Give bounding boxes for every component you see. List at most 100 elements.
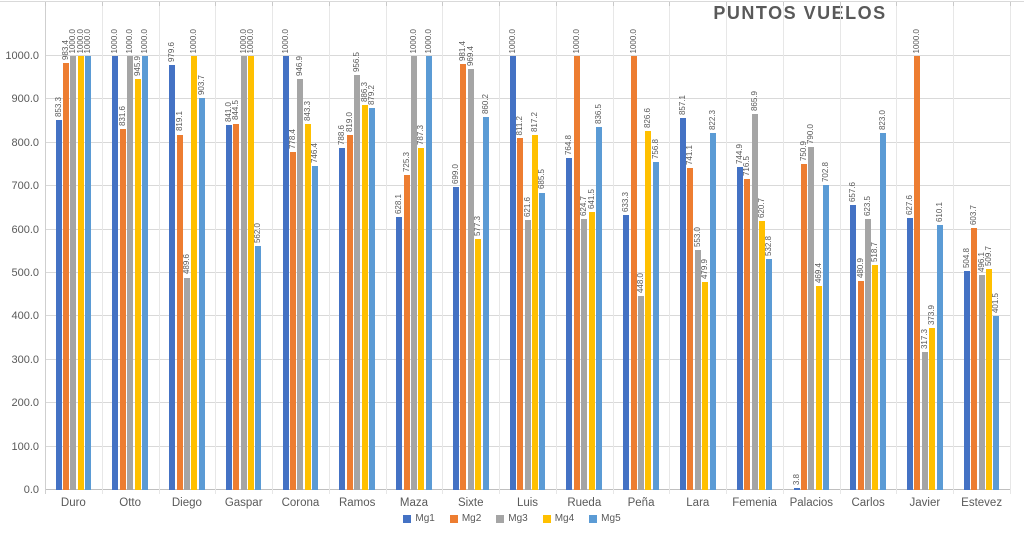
legend-label: Mg2: [461, 513, 482, 524]
bar-value-label: 979.6: [167, 41, 177, 62]
bar-value-label: 945.9: [132, 56, 142, 77]
bar-mg3-ramos: 956.5: [352, 52, 361, 490]
bar-mg1-diego: 979.6: [167, 42, 176, 490]
bar-value-label: 3.8: [791, 474, 801, 486]
bar-group-rueda: 764.8 1000.0 624.7 641.5 836.5: [556, 29, 613, 490]
bar-value-label: 627.6: [905, 194, 915, 215]
legend-item-mg1: Mg1: [403, 513, 435, 524]
bar-value-label: 811.2: [515, 115, 525, 135]
legend: Mg1 Mg2 Mg3 Mg4 Mg5: [0, 513, 1024, 524]
bar-mg2-palacios: 750.9: [799, 141, 808, 490]
bar-group-duro: 853.3 983.4 1000.0 1000.0 1000.0: [45, 29, 102, 490]
bar-group-lara: 857.1 741.1 553.0 479.9 822.3: [669, 56, 726, 490]
x-axis-label-peña: Peña: [627, 497, 655, 509]
bar-mg5-ramos: 879.2: [367, 85, 376, 490]
bar-mg4-rueda: 641.5: [587, 189, 596, 490]
top-axis-tick: [953, 2, 955, 6]
x-axis-label-corona: Corona: [281, 497, 320, 509]
bar-mg4-palacios: 469.4: [814, 263, 823, 490]
bar-mg1-carlos: 657.6: [848, 182, 857, 490]
legend-swatch-mg1: [403, 514, 412, 523]
bar-mg1-otto: 1000.0: [110, 29, 119, 490]
bar-mg5-corona: 746.4: [310, 143, 319, 490]
bar-value-label: 836.5: [594, 103, 604, 124]
bar-value-label: 448.0: [636, 272, 646, 293]
bar-mg4-lara: 479.9: [700, 259, 709, 490]
bar-value-label: 317.3: [919, 329, 929, 350]
x-axis-label-duro: Duro: [60, 497, 86, 509]
legend-label: Mg3: [508, 513, 528, 524]
bar-value-label: 479.9: [700, 258, 710, 279]
bar-value-label: 562.0: [253, 223, 263, 244]
top-axis-tick: [328, 2, 330, 6]
bar-value-label: 823.0: [877, 109, 887, 130]
bar-value-label: 956.5: [352, 51, 362, 72]
bar-mg4-javier: 373.9: [927, 305, 936, 490]
bar-group-carlos: 657.6 480.9 623.5 518.7 823.0: [840, 56, 897, 490]
bar-mg2-ramos: 819.0: [345, 112, 354, 490]
category-separator: [1010, 2, 1011, 494]
y-tick-label: 700.0: [11, 180, 39, 193]
bar-value-label: 469.4: [813, 263, 823, 284]
bar-value-label: 1000.0: [507, 28, 517, 53]
y-tick-label: 300.0: [11, 353, 39, 366]
bar-mg3-sixte: 969.4: [466, 46, 475, 490]
bar-mg2-corona: 778.4: [288, 129, 297, 490]
bar-value-label: 401.5: [991, 292, 1001, 313]
x-axis-label-femenia: Femenia: [732, 497, 777, 509]
bar-mg2-maza: 725.3: [402, 152, 411, 490]
y-tick-label: 900.0: [11, 93, 39, 106]
legend-swatch-mg3: [496, 514, 505, 523]
bar-value-label: 903.7: [196, 74, 206, 95]
bar-mg3-gaspar: 1000.0: [239, 29, 248, 490]
bar-mg5-palacios: 702.8: [821, 162, 830, 490]
bar-mg3-femenia: 865.9: [750, 91, 759, 490]
bar-mg3-corona: 946.9: [295, 56, 304, 490]
bar-mg3-peña: 448.0: [636, 273, 645, 490]
bar-value-label: 702.8: [821, 161, 831, 182]
bar-groups: 853.3 983.4 1000.0 1000.0 1000.0 1000.0 831.6 1…: [45, 29, 1010, 490]
bar-mg5-femenia: 532.8: [764, 236, 773, 490]
category-separator: [385, 2, 387, 494]
y-tick-label: 0.0: [23, 484, 39, 496]
top-axis-tick: [612, 2, 614, 6]
legend-label: Mg4: [554, 513, 575, 524]
bar-mg2-rueda: 1000.0: [572, 29, 581, 490]
bar-mg1-ramos: 788.6: [337, 125, 346, 490]
category-separator: [726, 2, 728, 494]
bar-value-label: 532.8: [764, 235, 774, 256]
y-tick-label: 1000.0: [5, 50, 39, 62]
legend-item-mg2: Mg2: [449, 513, 482, 524]
bar-value-label: 623.5: [863, 196, 873, 217]
bar-group-luis: 1000.0 811.2 621.6 817.2 685.5: [499, 29, 556, 490]
legend-swatch-mg2: [449, 514, 458, 523]
bar-mg4-diego: 1000.0: [189, 29, 198, 490]
top-axis-tick: [442, 2, 444, 6]
bar-value-label: 787.3: [416, 125, 426, 146]
top-axis-tick: [726, 2, 728, 6]
bar-mg2-femenia: 716.5: [742, 156, 751, 490]
bar-value-label: 685.5: [537, 169, 547, 190]
bar-mg4-maza: 787.3: [416, 125, 425, 490]
top-axis-tick: [385, 2, 387, 6]
bar-value-label: 553.0: [692, 226, 702, 247]
bar-value-label: 831.6: [117, 106, 127, 127]
bar-value-label: 1000.0: [280, 28, 290, 53]
bar-mg4-luis: 817.2: [530, 112, 539, 490]
bar-mg4-carlos: 518.7: [870, 242, 879, 490]
x-axis: Duro Otto Diego Gaspar Corona Ramos Maza Sixte L…: [45, 497, 1010, 509]
legend-item-mg5: Mg5: [589, 513, 621, 524]
bar-mg3-rueda: 624.7: [579, 196, 588, 490]
bar-mg4-gaspar: 1000.0: [246, 29, 255, 490]
bar-value-label: 853.3: [53, 96, 63, 117]
bar-value-label: 1000.0: [423, 28, 433, 53]
category-separator: [555, 2, 557, 494]
bar-mg3-javier: 317.3: [920, 329, 929, 490]
bar-mg4-duro: 1000.0: [76, 29, 85, 490]
bar-mg1-maza: 628.1: [394, 194, 403, 490]
bar-value-label: 603.7: [969, 204, 979, 225]
plot-area: 853.3 983.4 1000.0 1000.0 1000.0 1000.0 831.6 1…: [45, 29, 1010, 490]
legend-swatch-mg4: [542, 514, 551, 523]
legend-label: Mg1: [415, 513, 435, 524]
